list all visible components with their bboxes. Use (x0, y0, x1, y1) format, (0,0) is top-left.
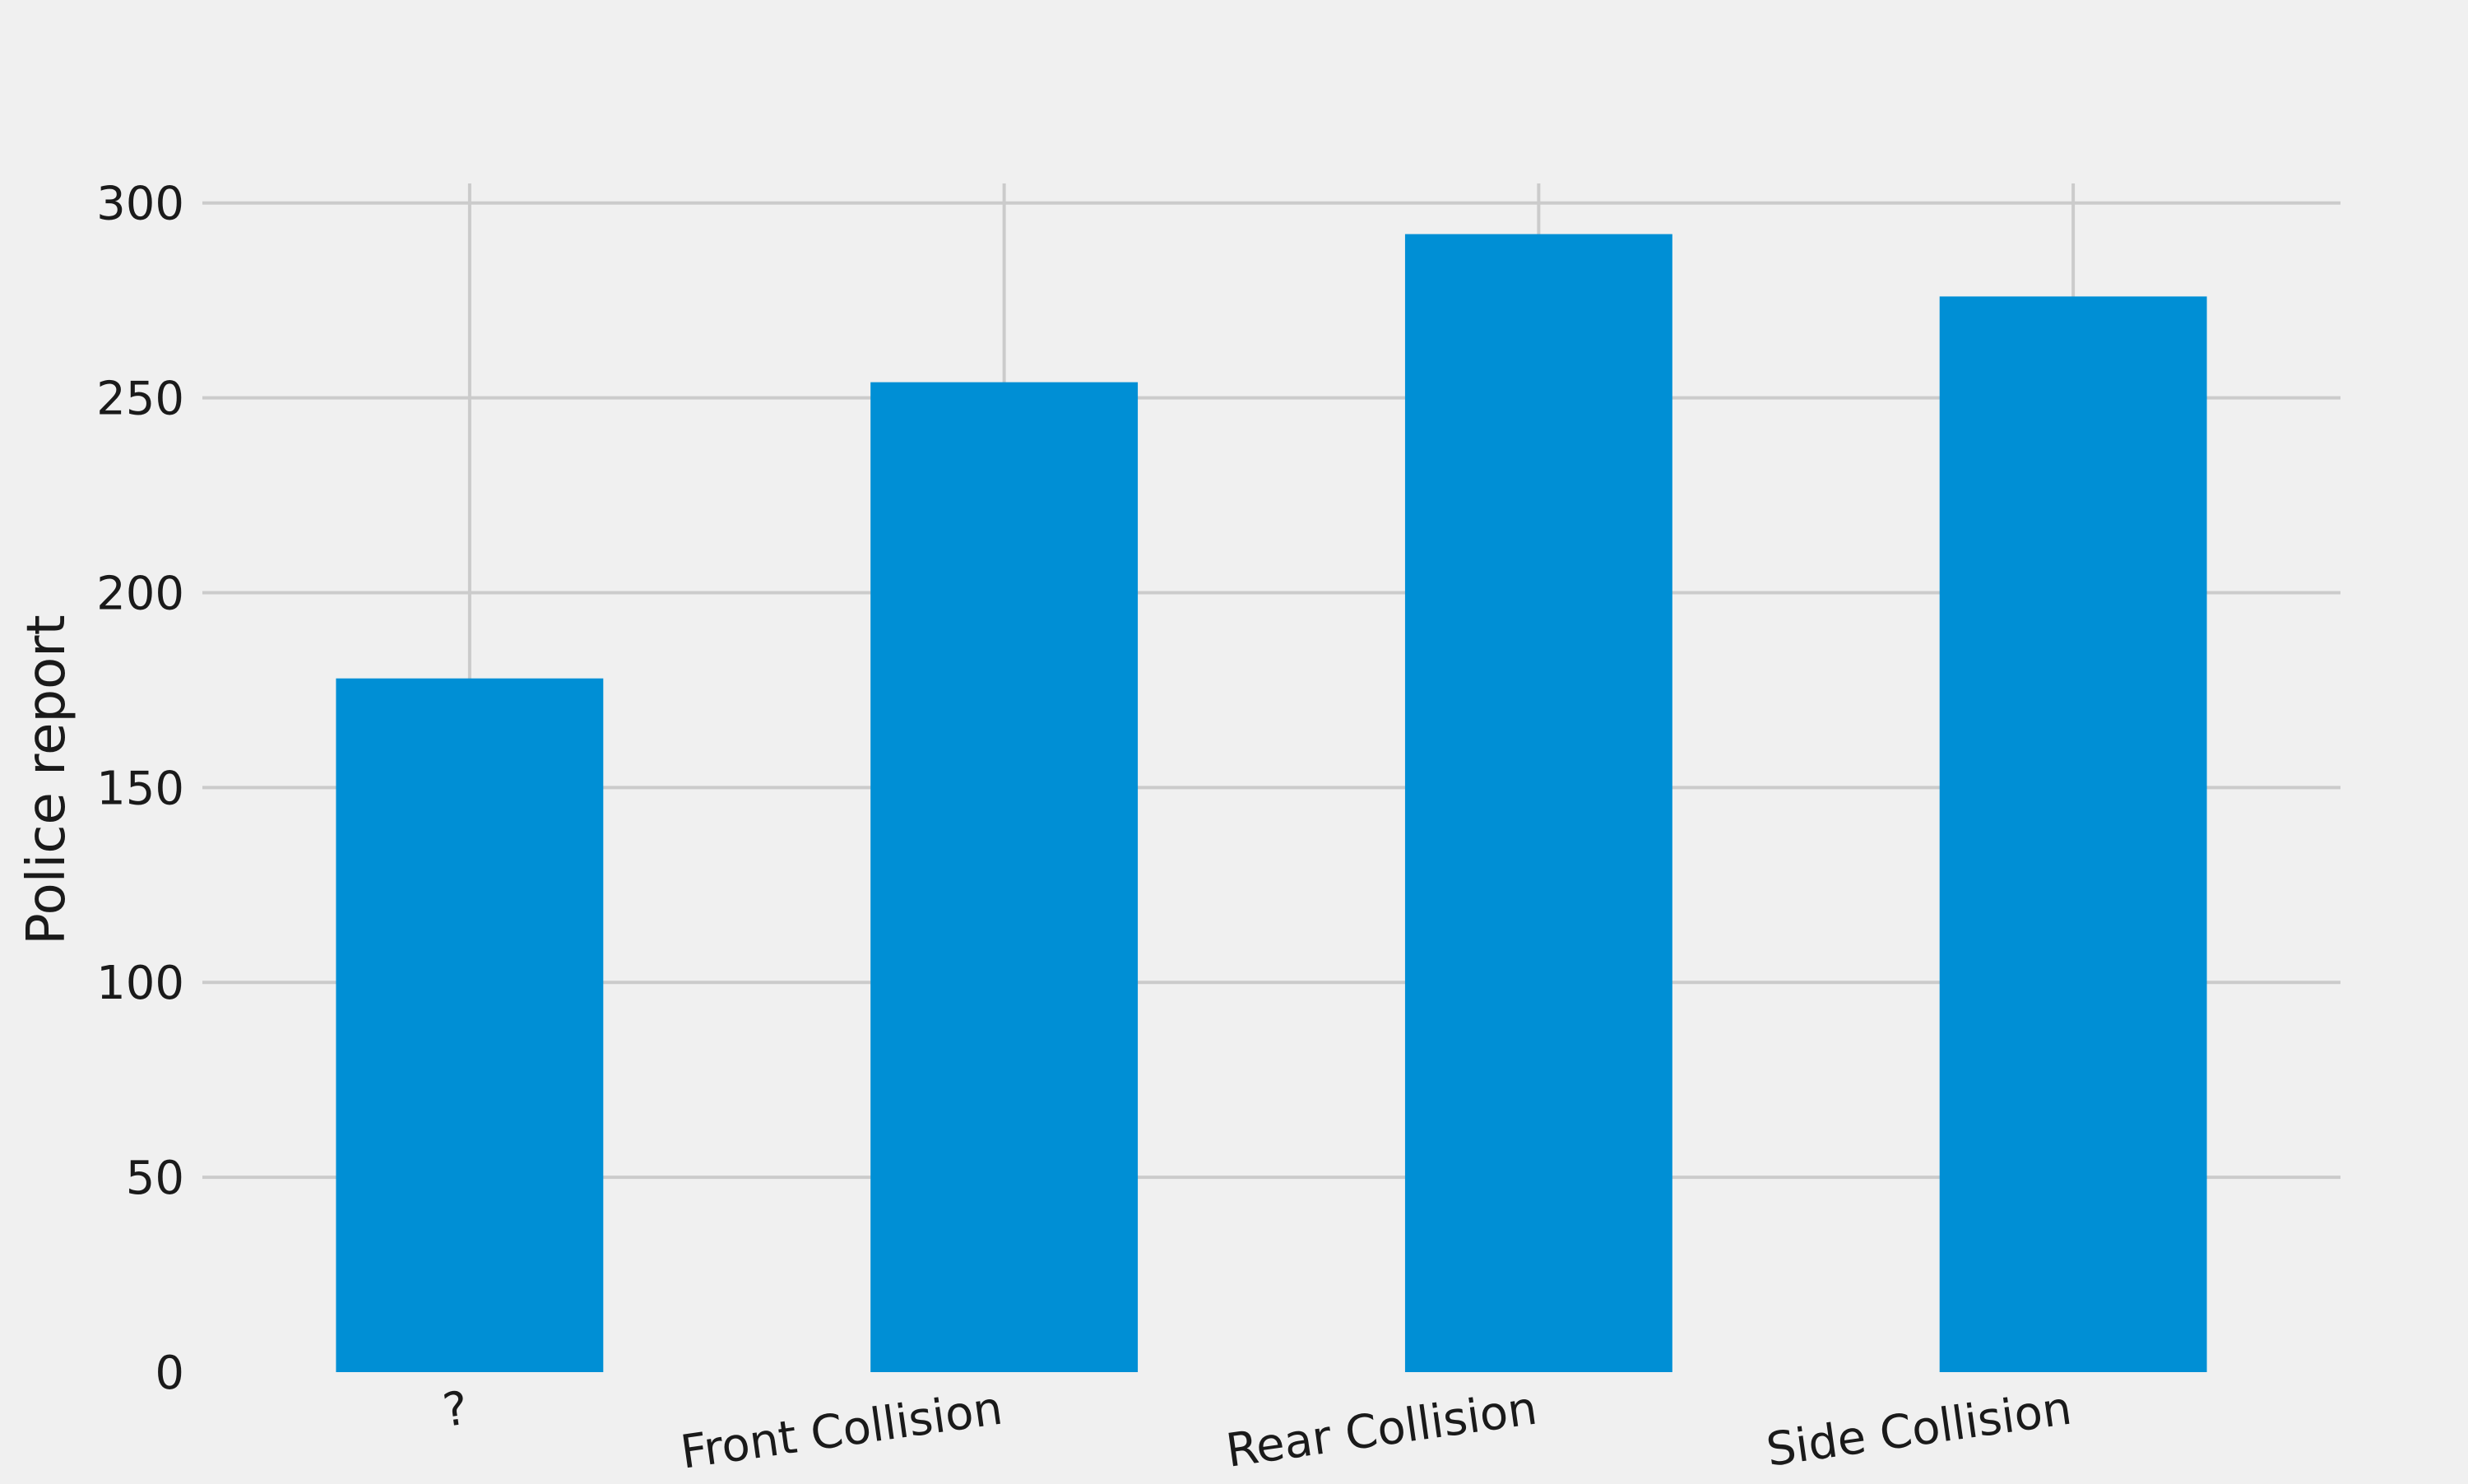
y-tick-label: 200 (96, 567, 184, 620)
bar (1939, 296, 2207, 1372)
y-tick-labels: 0 50 100 150 200 250 300 (96, 178, 184, 1400)
y-tick-label: 250 (96, 373, 184, 426)
y-axis-label: Police report (16, 614, 77, 944)
y-tick-label: 50 (126, 1152, 184, 1205)
y-tick-label: 0 (155, 1347, 184, 1400)
y-tick-label: 100 (96, 957, 184, 1010)
y-tick-label: 150 (96, 762, 184, 815)
bar (336, 678, 604, 1372)
bars (336, 234, 2207, 1373)
bar (870, 382, 1139, 1373)
bar (1404, 234, 1672, 1373)
y-tick-label: 300 (96, 178, 184, 231)
